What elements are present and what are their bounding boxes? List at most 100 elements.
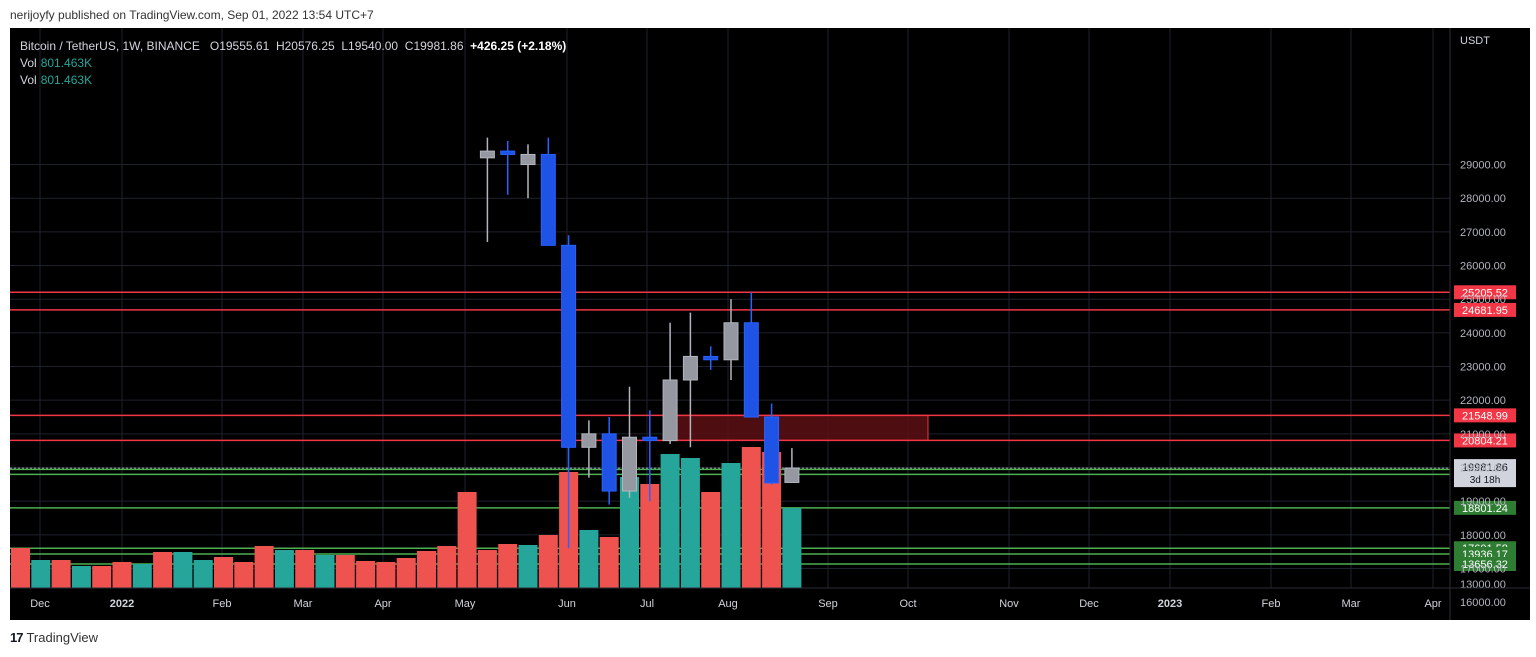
volume-bar	[356, 561, 376, 588]
volume-bar	[92, 566, 112, 588]
volume-bar	[782, 508, 802, 588]
open-label: O	[209, 39, 220, 53]
x-tick-label: Nov	[999, 598, 1019, 610]
volume-bar	[153, 552, 173, 588]
x-tick-label: Mar	[1342, 598, 1361, 610]
x-tick-label: Jul	[640, 598, 654, 610]
y-tick-label: 24000.00	[1460, 328, 1506, 340]
x-tick-label: Feb	[1262, 598, 1281, 610]
high-label: H	[275, 39, 285, 53]
y-tick-label: 23000.00	[1460, 362, 1506, 374]
candle-body	[642, 436, 658, 442]
close-value: 19981.86	[413, 39, 464, 53]
level-label-box	[1454, 500, 1516, 515]
x-tick-label: May	[455, 598, 476, 610]
vol-label: Vol	[20, 56, 37, 70]
legend-vol-row-2: Vol 801.463K	[20, 72, 566, 89]
low-value: 19540.00	[348, 39, 399, 53]
volume-bar	[376, 562, 396, 588]
vol-label: Vol	[20, 73, 37, 87]
candle-body	[520, 153, 536, 166]
volume-bar	[417, 551, 436, 588]
price-zone	[664, 414, 929, 441]
candle-body	[622, 436, 637, 492]
chart-area[interactable]: 25205.5224681.9521548.9920804.2119943.24…	[10, 28, 1530, 643]
candle-body	[743, 322, 759, 418]
level-label-box	[1454, 557, 1516, 571]
y-tick-label: 13000.00	[1460, 579, 1506, 591]
brand-name[interactable]: TradingView	[26, 630, 99, 645]
level-label-text: 24681.95	[1462, 305, 1508, 317]
x-tick-label: Dec	[1079, 598, 1099, 610]
chart-legend: Bitcoin / TetherUS, 1W, BINANCE O19555.6…	[20, 38, 566, 89]
volume-bar	[620, 477, 639, 588]
level-label: 18801.24	[1454, 500, 1516, 515]
x-tick-label: Feb	[213, 598, 232, 610]
volume-bar	[173, 552, 193, 588]
x-tick-label: 2022	[110, 598, 134, 610]
open-value: 19555.61	[219, 39, 270, 53]
volume-bars	[11, 447, 802, 588]
candle-body	[784, 467, 800, 483]
vol-value: 801.463K	[40, 56, 93, 70]
high-value: 20576.25	[284, 39, 335, 53]
volume-bar	[701, 492, 721, 588]
level-label: 25205.52	[1454, 285, 1516, 300]
volume-bar	[11, 548, 30, 588]
level-label-box	[1454, 302, 1516, 317]
volume-bar	[396, 558, 416, 588]
candle-body	[479, 150, 495, 159]
level-label-text: 25205.52	[1462, 287, 1508, 299]
volume-bar	[599, 537, 619, 588]
x-tick-label: Jun	[558, 598, 576, 610]
x-tick-label: Apr	[374, 598, 391, 610]
volume-bar	[234, 562, 254, 588]
level-label-box	[1454, 408, 1516, 423]
publish-line: nerijoyfy published on TradingView.com, …	[10, 8, 374, 22]
y-tick-label: 17000.00	[1460, 563, 1506, 575]
candle-body	[723, 322, 739, 361]
volume-bar	[112, 562, 132, 588]
symbol-label: Bitcoin / TetherUS, 1W, BINANCE	[20, 39, 200, 53]
price-chart[interactable]: 25205.5224681.9521548.9920804.2119943.24…	[10, 28, 1530, 643]
candle-body	[500, 150, 516, 155]
x-tick-label: Dec	[30, 598, 50, 610]
change-value: +426.25 (+2.18%)	[470, 39, 567, 53]
y-tick-label: 16000.00	[1460, 597, 1506, 609]
x-tick-label: 2023	[1158, 598, 1182, 610]
legend-vol-row-1: Vol 801.463K	[20, 55, 566, 72]
volume-bar	[457, 492, 477, 588]
volume-bar	[71, 566, 91, 588]
candles	[479, 137, 800, 549]
volume-bar	[274, 550, 294, 588]
footer: 17 TradingView	[10, 630, 98, 645]
volume-bar	[518, 545, 538, 588]
low-label: L	[341, 39, 349, 53]
volume-bar	[721, 463, 741, 588]
level-label-text: 20804.21	[1462, 435, 1508, 447]
last-price-value: 19981.86	[1462, 462, 1508, 474]
candle-body	[703, 355, 719, 361]
level-label: 20804.21	[1454, 433, 1516, 448]
volume-bar	[538, 535, 558, 588]
level-label-text: 18801.24	[1462, 503, 1508, 515]
candle-body	[581, 433, 597, 448]
volume-bar	[51, 560, 71, 588]
level-label: 24681.95	[1454, 302, 1516, 317]
volume-bar	[132, 564, 152, 588]
volume-bar	[295, 550, 315, 588]
candle-body	[540, 153, 556, 246]
volume-bar	[335, 555, 355, 588]
volume-bar	[579, 530, 599, 588]
volume-bar	[640, 484, 660, 588]
volume-bar	[437, 546, 457, 588]
candle-body	[682, 355, 698, 381]
last-price-box	[1454, 459, 1516, 488]
y-tick-label: 26000.00	[1460, 261, 1506, 273]
volume-bar	[214, 557, 233, 588]
y-tick-label: 25000.00	[1460, 294, 1506, 306]
volume-bar	[315, 555, 335, 588]
volume-bar	[31, 560, 51, 588]
x-tick-label: Oct	[899, 598, 916, 610]
